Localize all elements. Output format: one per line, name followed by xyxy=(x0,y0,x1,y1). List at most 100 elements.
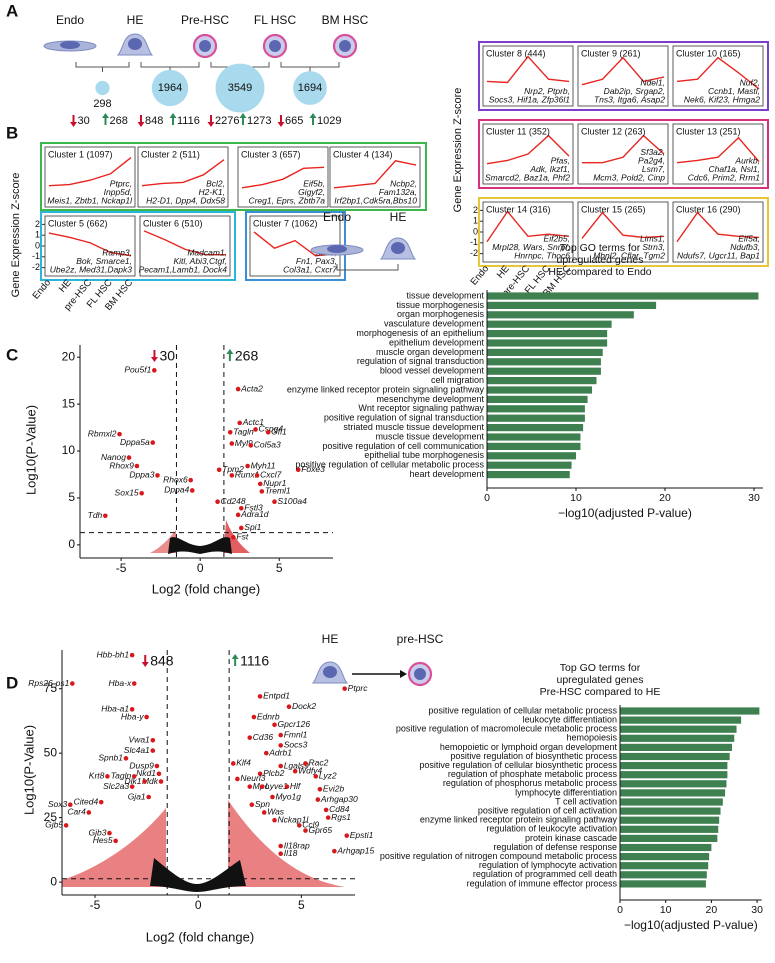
go-term: protein kinase cascade xyxy=(525,833,617,843)
gene-label: Spnb1 xyxy=(98,753,123,763)
gene-label: Mdk xyxy=(142,776,159,786)
panel-label: C xyxy=(6,345,18,364)
go-term: regulation of immune effector process xyxy=(467,878,618,888)
cluster-mean-line xyxy=(581,211,665,239)
cluster-mean-line xyxy=(141,159,225,187)
gene-point xyxy=(313,774,319,779)
gene-point xyxy=(229,473,235,478)
bar xyxy=(487,301,657,309)
gene-point xyxy=(278,763,284,769)
cluster-genes: H2-K1, xyxy=(199,187,225,197)
cell-icon xyxy=(339,40,351,52)
gene-label: Rbmxl2 xyxy=(88,428,117,438)
cluster-title: Cluster 12 (263) xyxy=(581,126,646,136)
go-term: positive regulation of cell communicatio… xyxy=(322,441,484,451)
go-term: enzyme linked receptor protein signaling… xyxy=(420,815,618,825)
bar xyxy=(487,386,593,394)
cluster-group-frame xyxy=(478,197,769,267)
cluster-genes: Nek6, Kif23, Hmga2 xyxy=(684,94,760,104)
cluster-genes: Smarcd2, Baz1a, Phf2 xyxy=(485,172,570,182)
up-count: 268 xyxy=(110,115,128,127)
arrow-icon xyxy=(400,670,407,678)
go-term: cell migration xyxy=(431,375,484,385)
gene-point xyxy=(278,732,284,738)
cluster-genes: Lsm7, xyxy=(642,164,665,174)
cell-icon xyxy=(323,666,337,678)
go-term: muscle organ development xyxy=(376,347,485,357)
cluster-mean-line xyxy=(486,134,570,165)
cluster-group-frame xyxy=(478,119,769,189)
cluster-genes: Hnrnpc, Thoc6 xyxy=(514,250,570,260)
gene-label: Fst xyxy=(236,532,248,542)
arrow-icon xyxy=(231,654,239,659)
gene-label: Hba-a1 xyxy=(101,704,129,714)
gene-label: Runx1 xyxy=(235,470,260,480)
gene-label: Lgals9 xyxy=(284,760,309,770)
down-count: 30 xyxy=(78,115,90,127)
gene-point xyxy=(152,368,157,373)
gene-label: Tagln xyxy=(111,771,132,781)
bar xyxy=(487,339,608,347)
bar xyxy=(620,734,735,742)
down-count: 30 xyxy=(159,348,175,364)
gene-point xyxy=(295,467,301,473)
gene-label: Nanog xyxy=(101,452,126,462)
x-tick-label: 5 xyxy=(276,561,283,575)
gene-point xyxy=(238,525,244,531)
gene-point xyxy=(278,843,284,849)
gene-point xyxy=(272,817,277,823)
up-count: 268 xyxy=(235,348,259,364)
go-term: leukocyte differentiation xyxy=(523,714,617,724)
gene-label: Rps26-ps1 xyxy=(28,678,69,688)
cluster-title: Cluster 8 (444) xyxy=(486,48,546,58)
gene-point xyxy=(254,473,260,478)
gene-label: Gjb5 xyxy=(45,820,63,830)
go-term: hemopoiesis xyxy=(566,733,617,743)
cluster-mean-line xyxy=(486,210,570,243)
arrow-icon xyxy=(277,122,285,127)
cluster-genes: Bcl2, xyxy=(206,178,225,188)
go-term: positive regulation of cellular metaboli… xyxy=(295,460,484,470)
cluster-group-frame xyxy=(40,142,427,211)
go-term: T cell activation xyxy=(555,796,617,806)
cluster-title: Cluster 9 (261) xyxy=(581,48,641,58)
gene-point xyxy=(257,481,263,487)
gene-point xyxy=(257,694,263,699)
cluster-genes: Socs3, Hif1a, Zfp36l1 xyxy=(489,94,571,104)
gene-label: Cited4 xyxy=(74,796,99,806)
up-count: 1116 xyxy=(240,653,269,669)
cluster-mean-line xyxy=(48,157,132,187)
gene-label: Foxe3 xyxy=(301,464,325,474)
gene-label: S100a4 xyxy=(277,496,307,506)
count-bubble xyxy=(151,69,189,107)
y-tick-label: 1 xyxy=(35,230,40,240)
x-tick-label: 30 xyxy=(751,904,763,916)
y-tick-label: 0 xyxy=(473,226,478,236)
y-tick-label: 25 xyxy=(44,810,58,824)
gene-point xyxy=(155,473,160,478)
bar xyxy=(487,311,634,319)
cluster-mean-line xyxy=(333,160,417,189)
gene-point xyxy=(259,784,265,789)
cluster-title: Cluster 3 (657) xyxy=(241,149,301,159)
gene-point xyxy=(150,440,156,445)
gene-point xyxy=(237,420,243,426)
stage-label: Endo xyxy=(56,13,84,27)
panel-label: A xyxy=(6,1,18,20)
go-term: muscle tissue development xyxy=(375,431,484,441)
bar xyxy=(620,725,737,733)
x-tick-label: 10 xyxy=(660,904,672,916)
cell-icon xyxy=(269,40,281,52)
cluster-genes: Elf5a, xyxy=(738,233,760,243)
arrow-icon xyxy=(239,113,247,118)
go-term: positive regulation of macromolecule met… xyxy=(396,724,618,734)
gene-point xyxy=(235,512,241,518)
bar xyxy=(487,424,584,432)
x-axis-title: Log2 (fold change) xyxy=(152,581,260,596)
count-label: 1964 xyxy=(158,82,182,94)
gene-point xyxy=(235,386,241,392)
cluster-genes: Ccnb1, Mastl, xyxy=(708,86,760,96)
go-term: regulation of leukocyte activation xyxy=(486,824,617,834)
gene-label: Gpcr126 xyxy=(278,719,311,729)
x-tick-label: 0 xyxy=(195,898,202,912)
